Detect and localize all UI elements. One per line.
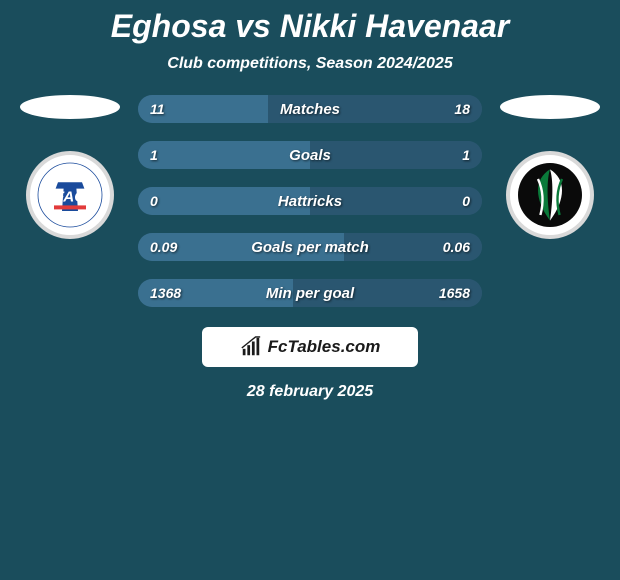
branding-badge: FcTables.com (202, 327, 418, 367)
fac-logo-icon: FAC (30, 155, 110, 235)
stat-bar: Hattricks0 0 (138, 187, 482, 215)
stat-label: Matches (138, 95, 482, 123)
stat-value-right: 18 (442, 95, 482, 123)
stat-value-left: 0.09 (138, 233, 189, 261)
left-player-column: FAC (20, 95, 120, 239)
stat-label: Goals (138, 141, 482, 169)
stat-label: Hattricks (138, 187, 482, 215)
stats-bars: Matches1118Goals11Hattricks00Goals per m… (138, 95, 482, 307)
svg-text:FAC: FAC (55, 188, 86, 205)
svr-logo-icon (510, 155, 590, 235)
stat-bar: Min per goal13681658 (138, 279, 482, 307)
stat-bar: Goals per match0.090.06 (138, 233, 482, 261)
stat-value-right: 0 (450, 187, 482, 215)
right-club-logo (506, 151, 594, 239)
right-player-column (500, 95, 600, 239)
date-label: 28 february 2025 (247, 383, 373, 401)
stat-bar: Matches11 18 (138, 95, 482, 123)
page-subtitle: Club competitions, Season 2024/2025 (167, 55, 452, 73)
stat-value-left: 1 (138, 141, 170, 169)
stat-bar: Goals1 1 (138, 141, 482, 169)
chart-icon (240, 336, 262, 358)
stat-value-right: 0.06 (431, 233, 482, 261)
stat-value-right: 1 (450, 141, 482, 169)
left-player-photo (20, 95, 120, 119)
stat-value-right: 1658 (427, 279, 482, 307)
left-club-logo: FAC (26, 151, 114, 239)
stat-value-left: 1368 (138, 279, 193, 307)
branding-text: FcTables.com (268, 337, 381, 357)
stat-value-left: 0 (138, 187, 170, 215)
right-player-photo (500, 95, 600, 119)
comparison-row: FAC Matches1118Goals11Hattricks00Goals p… (0, 95, 620, 307)
page-title: Eghosa vs Nikki Havenaar (111, 8, 509, 45)
stat-value-left: 11 (138, 95, 177, 123)
